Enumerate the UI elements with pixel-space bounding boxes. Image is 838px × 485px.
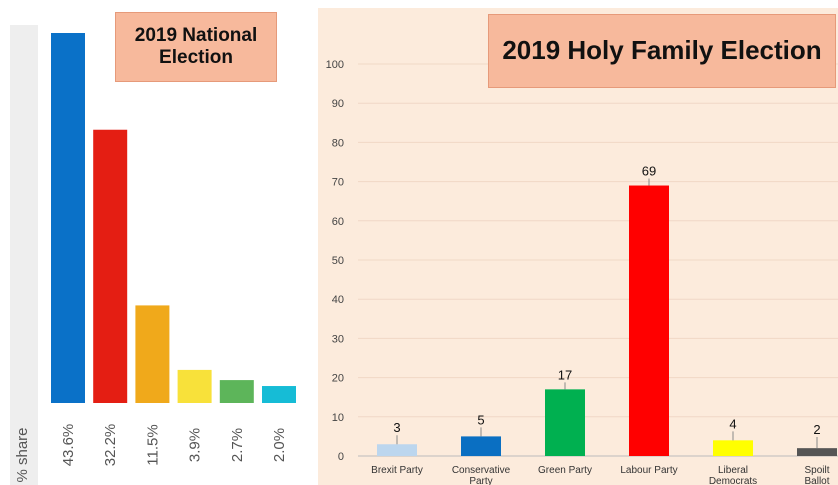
holy-family-title: 2019 Holy Family Election [488, 14, 836, 88]
holy-x-tick-2: Green Party [538, 465, 592, 476]
holy-y-tick-7: 70 [332, 177, 344, 189]
holy-y-tick-2: 20 [332, 373, 344, 385]
national-election-title: 2019 National Election [115, 12, 277, 82]
holy-data-label-1: 5 [477, 412, 484, 427]
holy-data-label-2: 17 [558, 367, 572, 382]
national-bar-3 [178, 370, 212, 403]
holy-y-tick-4: 40 [332, 294, 344, 306]
holy-x-tick-4: Liberal Democrats [709, 465, 757, 485]
holy-y-tick-5: 50 [332, 255, 344, 267]
holy-bar-5 [797, 448, 837, 456]
national-y-axis-label: % share [14, 427, 31, 482]
national-tick-label-2: 11.5% [144, 424, 161, 465]
holy-x-tick-1: Conservative Party [452, 465, 511, 485]
holy-bar-4 [713, 440, 753, 456]
national-bar-4 [220, 380, 254, 403]
holy-bar-1 [461, 436, 501, 456]
holy-data-label-4: 4 [729, 416, 736, 431]
holy-family-panel: 0 10 20 30 40 50 60 70 80 90 100 3 Brexit Party 5 Cons… [318, 8, 838, 485]
national-tick-label-1: 32.2% [102, 424, 119, 467]
national-tick-label-3: 3.9% [187, 428, 204, 462]
national-bar-2 [135, 305, 169, 403]
holy-data-label-0: 3 [393, 420, 400, 435]
holy-x-tick-5: Spoilt Ballot [804, 465, 829, 485]
national-bar-1 [93, 130, 127, 403]
national-bar-0 [51, 33, 85, 403]
national-bar-5 [262, 386, 296, 403]
holy-y-tick-1: 10 [332, 412, 344, 424]
holy-y-tick-0: 0 [338, 451, 344, 463]
holy-bar-3 [629, 186, 669, 456]
holy-y-tick-10: 100 [326, 59, 344, 71]
holy-x-tick-0: Brexit Party [371, 465, 423, 476]
holy-bar-2 [545, 389, 585, 456]
national-tick-label-5: 2.0% [271, 428, 288, 462]
holy-y-tick-9: 90 [332, 98, 344, 110]
holy-y-tick-6: 60 [332, 216, 344, 228]
holy-bar-0 [377, 444, 417, 456]
national-tick-label-0: 43.6% [60, 424, 77, 467]
holy-y-tick-3: 30 [332, 333, 344, 345]
national-tick-label-4: 2.7% [229, 428, 246, 462]
national-election-panel: 43.6% 32.2% 11.5% 3.9% 2.7% 2.0% % share 2019 … [0, 0, 318, 485]
holy-data-label-5: 2 [813, 422, 820, 437]
holy-x-tick-3: Labour Party [620, 465, 677, 476]
holy-y-tick-8: 80 [332, 137, 344, 149]
holy-data-label-3: 69 [642, 164, 656, 179]
